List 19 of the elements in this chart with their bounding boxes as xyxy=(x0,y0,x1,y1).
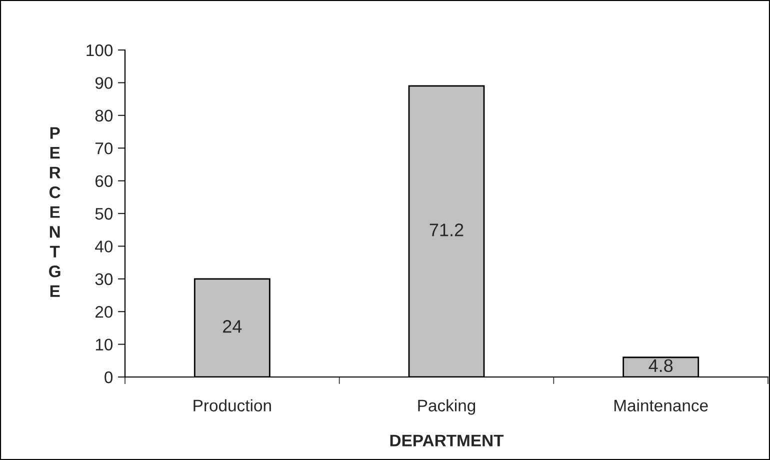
y-tick-label: 0 xyxy=(104,371,113,384)
annotation: 24 xyxy=(223,320,242,333)
x-tick-label: Maintenance xyxy=(614,399,708,412)
annotation: 4.8 xyxy=(648,359,673,372)
y-tick-label: 90 xyxy=(95,77,113,89)
y-tick-label: 50 xyxy=(95,208,113,220)
y-tick-label: 70 xyxy=(96,142,113,154)
y-tick-label: 100 xyxy=(86,44,113,56)
x-tick-label: Packing xyxy=(418,399,476,415)
y-tick-label: 30 xyxy=(95,273,113,286)
y-tick-label: 20 xyxy=(95,306,113,318)
annotation: 71.2 xyxy=(430,224,464,236)
y-tick-label: 10 xyxy=(96,338,113,351)
x-axis-title: DEPARTMENT xyxy=(390,434,504,446)
x-tick-label: Production xyxy=(194,399,271,412)
y-tick-label: 60 xyxy=(96,175,113,188)
y-tick-label: 80 xyxy=(95,110,113,122)
text: PERCENTGE xyxy=(49,127,61,297)
y-tick-label: 40 xyxy=(95,240,113,252)
